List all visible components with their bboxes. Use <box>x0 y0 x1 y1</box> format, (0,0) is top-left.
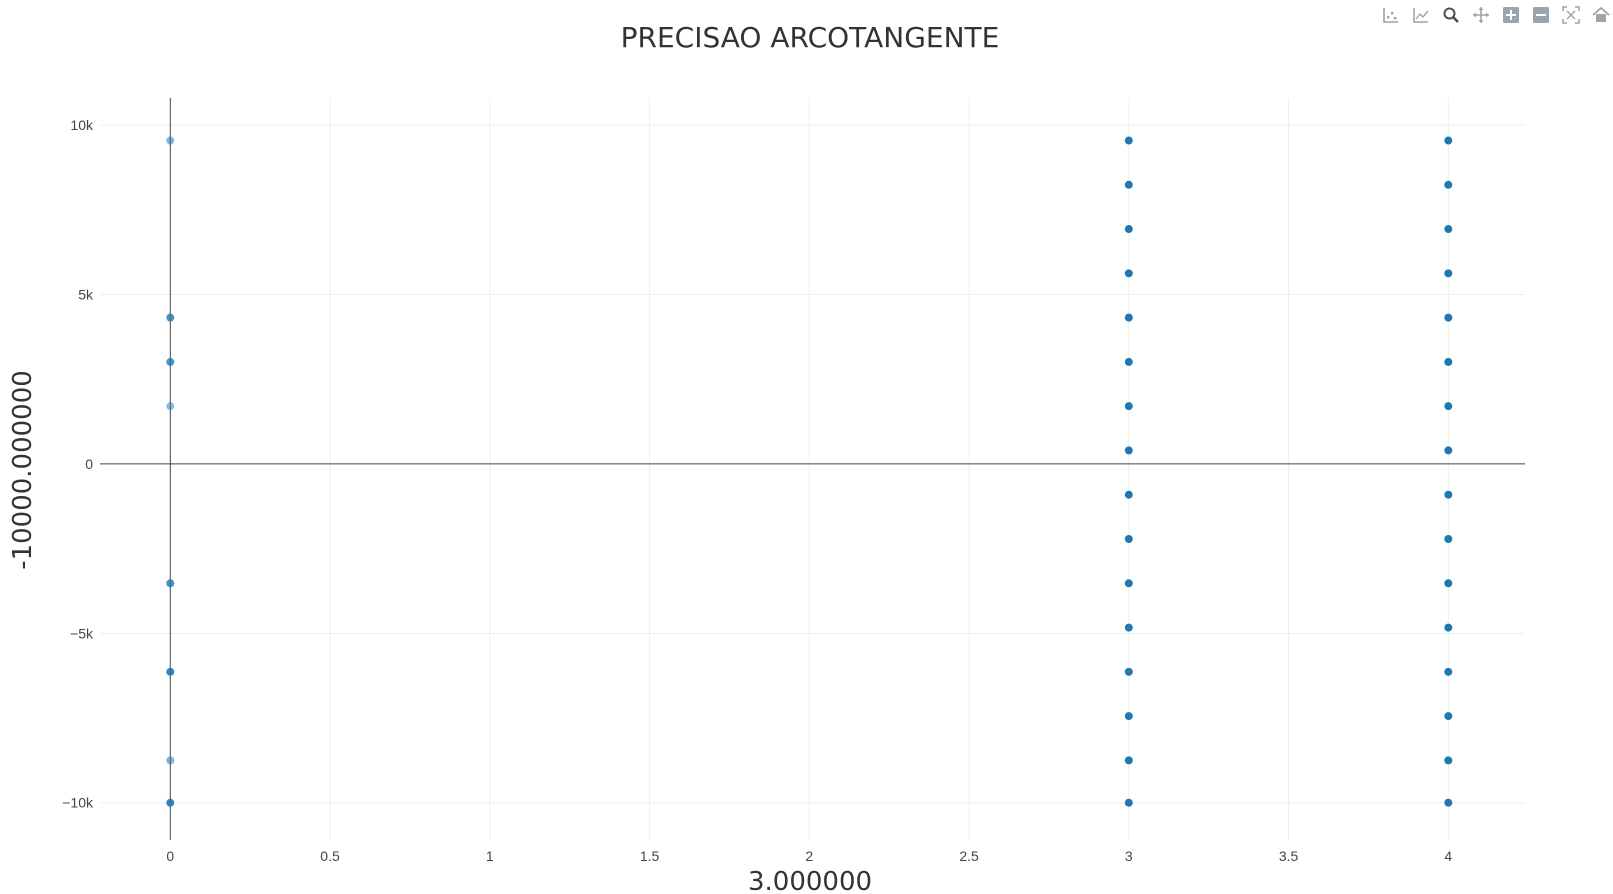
data-point[interactable] <box>166 798 175 807</box>
data-point[interactable] <box>1444 756 1453 765</box>
data-point[interactable] <box>1444 623 1453 632</box>
data-point[interactable] <box>1124 313 1133 322</box>
zoom-icon[interactable] <box>1440 4 1462 26</box>
chart-title: PRECISAO ARCOTANGENTE <box>621 21 1000 54</box>
x-tick-label: 1.5 <box>640 848 660 864</box>
x-tick-label: 1 <box>486 848 494 864</box>
data-point[interactable] <box>1444 579 1453 588</box>
data-point[interactable] <box>1444 180 1453 189</box>
y-axis-title: -10000.000000 <box>8 370 38 570</box>
data-point[interactable] <box>1444 225 1453 234</box>
chart-toolbar <box>1380 4 1612 26</box>
data-point[interactable] <box>1444 313 1453 322</box>
zoom-out-icon[interactable] <box>1530 4 1552 26</box>
pan-icon[interactable] <box>1470 4 1492 26</box>
data-point[interactable] <box>166 402 175 411</box>
data-point[interactable] <box>1124 667 1133 676</box>
x-tick-label: 2.5 <box>959 848 979 864</box>
data-point[interactable] <box>1444 446 1453 455</box>
data-point[interactable] <box>1124 269 1133 278</box>
zoom-in-icon[interactable] <box>1500 4 1522 26</box>
scatter-icon[interactable] <box>1380 4 1402 26</box>
data-point[interactable] <box>166 136 175 145</box>
data-point[interactable] <box>1444 534 1453 543</box>
data-point[interactable] <box>1444 712 1453 721</box>
data-point[interactable] <box>1124 712 1133 721</box>
x-tick-label: 3 <box>1125 848 1133 864</box>
data-points <box>166 136 1453 807</box>
data-point[interactable] <box>1124 136 1133 145</box>
data-point[interactable] <box>1444 490 1453 499</box>
data-point[interactable] <box>1124 446 1133 455</box>
line-icon[interactable] <box>1410 4 1432 26</box>
data-point[interactable] <box>1124 623 1133 632</box>
x-axis-title: 3.000000 <box>748 867 872 894</box>
data-point[interactable] <box>166 313 175 322</box>
data-point[interactable] <box>166 667 175 676</box>
y-tick-label: −5k <box>70 625 94 641</box>
data-point[interactable] <box>1124 579 1133 588</box>
gridlines <box>100 98 1525 840</box>
data-point[interactable] <box>1124 534 1133 543</box>
x-tick-label: 0.5 <box>320 848 340 864</box>
home-icon[interactable] <box>1590 4 1612 26</box>
data-point[interactable] <box>1124 402 1133 411</box>
data-point[interactable] <box>166 579 175 588</box>
data-point[interactable] <box>1444 269 1453 278</box>
y-tick-label: 5k <box>78 287 94 303</box>
autoscale-icon[interactable] <box>1560 4 1582 26</box>
x-tick-label: 2 <box>805 848 813 864</box>
x-axis-ticks: 0 0.5 1 1.5 2 2.5 3 3.5 4 <box>166 848 1452 864</box>
y-tick-label: −10k <box>62 795 94 811</box>
data-point[interactable] <box>1444 357 1453 366</box>
x-tick-label: 4 <box>1444 848 1452 864</box>
data-point[interactable] <box>1444 667 1453 676</box>
data-point[interactable] <box>166 756 175 765</box>
y-tick-label: 0 <box>85 456 93 472</box>
data-point[interactable] <box>1124 756 1133 765</box>
data-point[interactable] <box>166 357 175 366</box>
data-point[interactable] <box>1444 402 1453 411</box>
x-tick-label: 3.5 <box>1279 848 1299 864</box>
y-axis-ticks: −10k −5k 0 5k 10k <box>62 117 94 811</box>
data-point[interactable] <box>1124 798 1133 807</box>
axes <box>100 98 1525 840</box>
data-point[interactable] <box>1124 490 1133 499</box>
y-tick-label: 10k <box>70 117 94 133</box>
data-point[interactable] <box>1124 180 1133 189</box>
data-point[interactable] <box>1444 136 1453 145</box>
x-tick-label: 0 <box>166 848 174 864</box>
data-point[interactable] <box>1124 225 1133 234</box>
data-point[interactable] <box>1444 798 1453 807</box>
data-point[interactable] <box>1124 357 1133 366</box>
